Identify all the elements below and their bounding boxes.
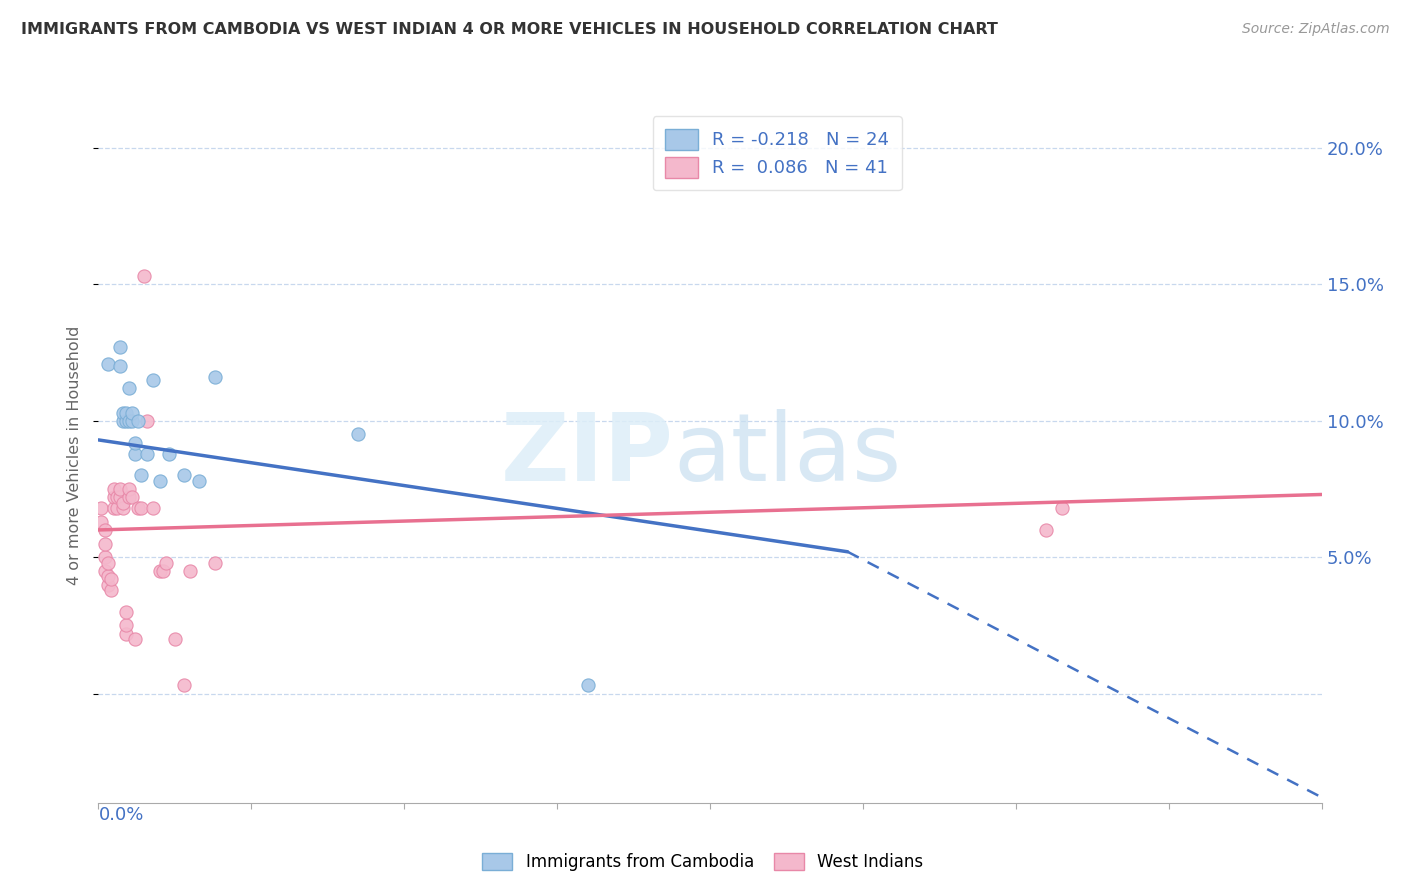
Point — [121, 414, 143, 428]
Point — [124, 446, 146, 460]
Point — [105, 501, 128, 516]
Point — [93, 564, 115, 578]
Point — [204, 370, 226, 384]
Point — [105, 490, 128, 504]
Point — [108, 490, 131, 504]
Point — [108, 482, 131, 496]
Text: 0.0%: 0.0% — [98, 806, 143, 824]
Point — [97, 357, 120, 371]
Point — [115, 605, 138, 619]
Point — [173, 678, 195, 692]
Point — [129, 468, 152, 483]
Point — [152, 564, 174, 578]
Point — [111, 414, 134, 428]
Point — [149, 474, 172, 488]
Point — [93, 536, 115, 550]
Point — [1050, 501, 1073, 516]
Point — [111, 406, 134, 420]
Point — [127, 501, 149, 516]
Point — [103, 482, 125, 496]
Point — [115, 406, 138, 420]
Point — [111, 501, 134, 516]
Legend: Immigrants from Cambodia, West Indians: Immigrants from Cambodia, West Indians — [474, 845, 932, 880]
Point — [576, 678, 599, 692]
Point — [100, 572, 122, 586]
Point — [1035, 523, 1057, 537]
Point — [115, 414, 138, 428]
Point — [118, 482, 141, 496]
Text: ZIP: ZIP — [501, 409, 673, 501]
Point — [118, 381, 141, 395]
Point — [136, 446, 159, 460]
Point — [129, 501, 152, 516]
Y-axis label: 4 or more Vehicles in Household: 4 or more Vehicles in Household — [67, 326, 83, 584]
Point — [124, 435, 146, 450]
Point — [157, 446, 180, 460]
Point — [136, 414, 159, 428]
Point — [124, 632, 146, 646]
Point — [179, 564, 201, 578]
Point — [142, 373, 165, 387]
Point — [115, 618, 138, 632]
Point — [115, 626, 138, 640]
Text: IMMIGRANTS FROM CAMBODIA VS WEST INDIAN 4 OR MORE VEHICLES IN HOUSEHOLD CORRELAT: IMMIGRANTS FROM CAMBODIA VS WEST INDIAN … — [21, 22, 998, 37]
Point — [121, 490, 143, 504]
Point — [134, 269, 156, 284]
Point — [108, 359, 131, 374]
Point — [97, 577, 120, 591]
Point — [347, 427, 370, 442]
Point — [93, 523, 115, 537]
Point — [127, 414, 149, 428]
Text: atlas: atlas — [673, 409, 901, 501]
Point — [103, 501, 125, 516]
Point — [103, 490, 125, 504]
Point — [142, 501, 165, 516]
Point — [111, 496, 134, 510]
Point — [97, 556, 120, 570]
Point — [100, 582, 122, 597]
Point — [118, 490, 141, 504]
Legend: R = -0.218   N = 24, R =  0.086   N = 41: R = -0.218 N = 24, R = 0.086 N = 41 — [652, 116, 901, 190]
Point — [121, 406, 143, 420]
Point — [149, 564, 172, 578]
Text: Source: ZipAtlas.com: Source: ZipAtlas.com — [1241, 22, 1389, 37]
Point — [108, 340, 131, 354]
Point — [97, 569, 120, 583]
Point — [188, 474, 211, 488]
Point — [163, 632, 186, 646]
Point — [118, 414, 141, 428]
Point — [204, 556, 226, 570]
Point — [90, 501, 112, 516]
Point — [173, 468, 195, 483]
Point — [155, 556, 177, 570]
Point — [90, 515, 112, 529]
Point — [93, 550, 115, 565]
